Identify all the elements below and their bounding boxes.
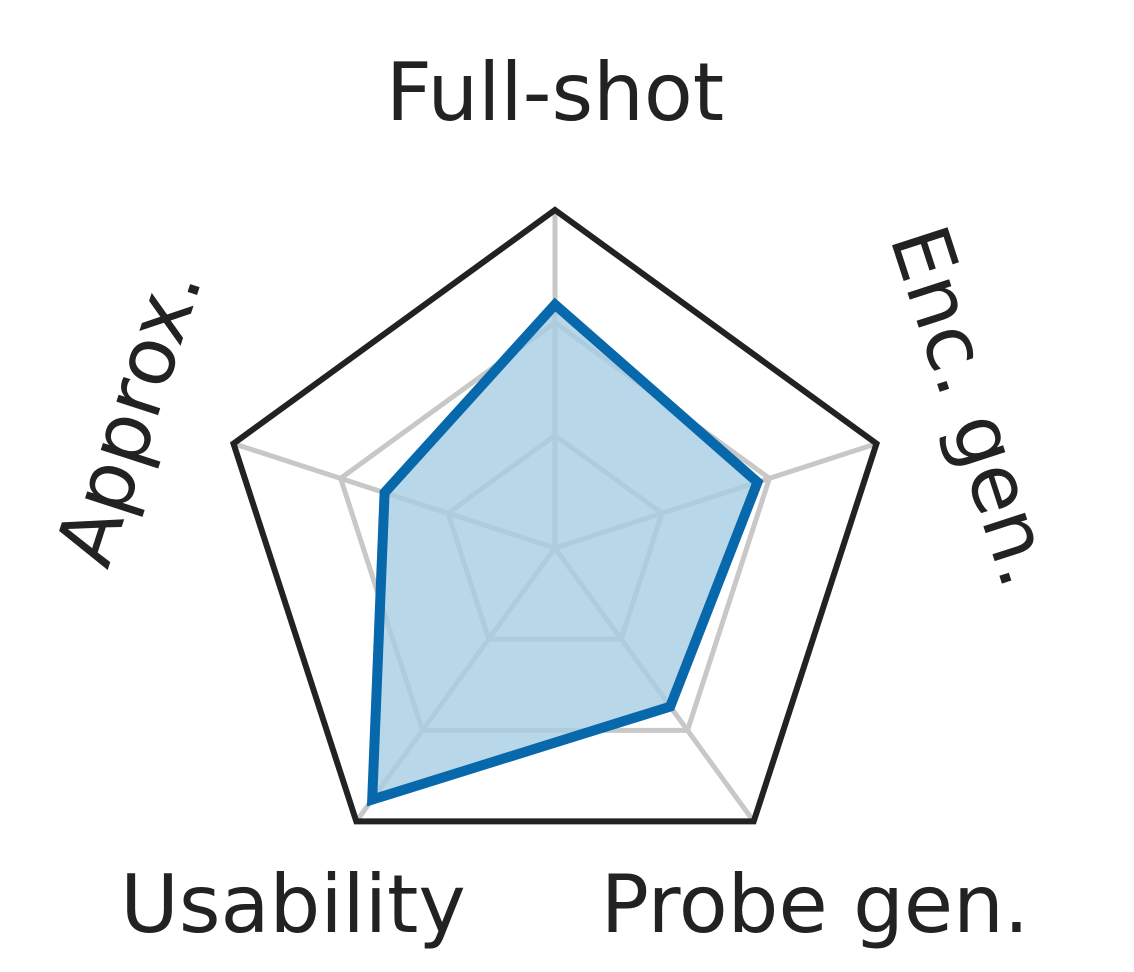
radar-outer-frame [229, 206, 881, 825]
axis-label-full-shot: Full-shot [386, 46, 724, 139]
axis-label-usability: Usability [120, 858, 465, 951]
radar-series [366, 297, 764, 807]
axis-label-probe-gen: Probe gen. [601, 858, 1029, 951]
axis-label-enc-gen: Enc. gen. [872, 215, 1075, 598]
axis-label-approx: Approx. [37, 256, 220, 576]
radar-series-polygon [366, 297, 764, 807]
radar-outer-polygon [229, 206, 881, 825]
